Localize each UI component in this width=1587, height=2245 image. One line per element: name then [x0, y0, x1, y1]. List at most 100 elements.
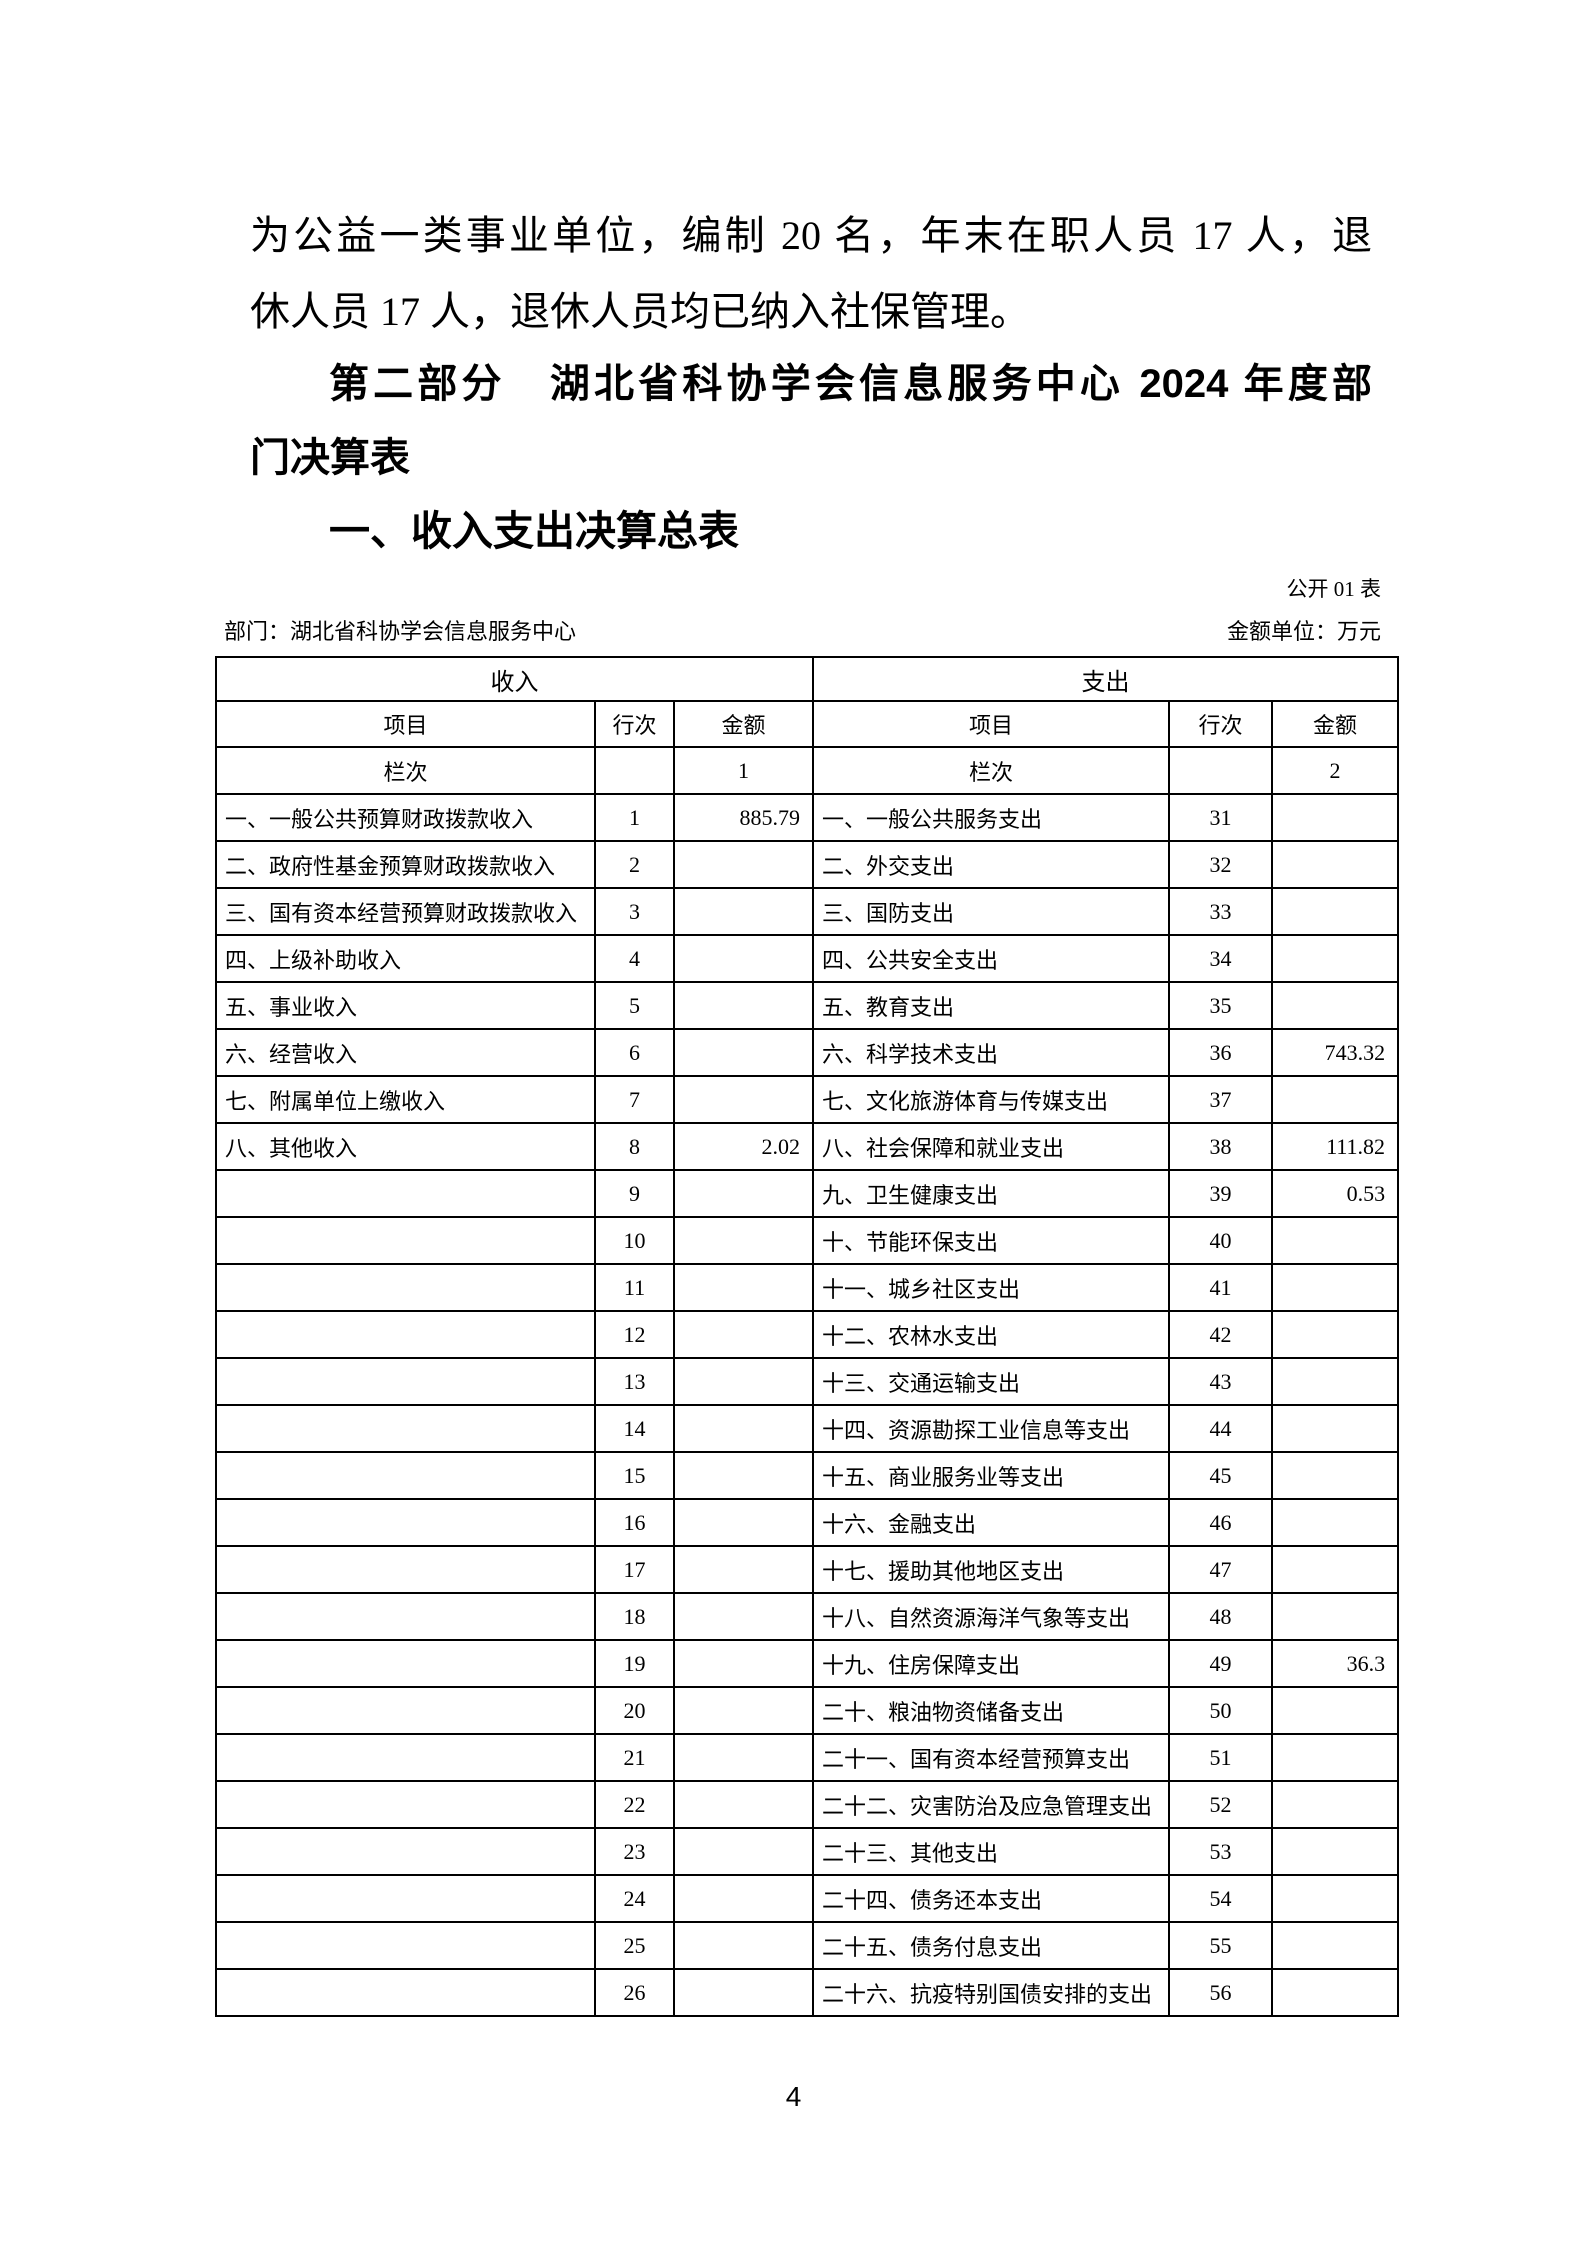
expense-line-cell: 49 [1168, 1639, 1274, 1688]
income-line-cell: 11 [594, 1263, 675, 1312]
income-item-cell: 八、其他收入 [215, 1122, 596, 1171]
expense-item-cell: 十二、农林水支出 [812, 1310, 1171, 1359]
table-code-label: 公开 01 表 [1286, 577, 1382, 601]
expense-line-cell: 47 [1168, 1545, 1274, 1594]
expense-item-cell: 四、公共安全支出 [812, 934, 1171, 983]
table-row: 14 十四、资源勘探工业信息等支出 44 [215, 1404, 1400, 1453]
income-amount-cell [672, 840, 815, 889]
table-row: 四、上级补助收入 4 四、公共安全支出 34 [215, 934, 1400, 983]
expense-line-cell: 41 [1168, 1263, 1274, 1312]
expense-line-cell: 35 [1168, 981, 1274, 1030]
expense-line-cell: 32 [1168, 840, 1274, 889]
table-row: 20 二十、粮油物资储备支出 50 [215, 1686, 1400, 1735]
section-heading-line-1: 第二部分 湖北省科协学会信息服务中心 2024 年度部 [329, 362, 1372, 406]
income-line-column-header: 行次 [594, 700, 675, 748]
income-amount-cell [672, 1639, 815, 1688]
income-line-cell: 19 [594, 1639, 675, 1688]
expense-line-cell: 44 [1168, 1404, 1274, 1453]
expense-item-column-header: 项目 [812, 700, 1171, 748]
expense-line-cell: 34 [1168, 934, 1274, 983]
income-amount-cell [672, 1827, 815, 1876]
expense-line-cell: 40 [1168, 1216, 1274, 1265]
expense-line-cell: 38 [1168, 1122, 1274, 1171]
expense-amount-cell: 743.32 [1271, 1028, 1400, 1077]
income-line-cell: 26 [594, 1968, 675, 2017]
expense-amount-cell [1271, 981, 1400, 1030]
table-row: 18 十八、自然资源海洋气象等支出 48 [215, 1592, 1400, 1641]
income-amount-cell [672, 1075, 815, 1124]
expense-item-cell: 十四、资源勘探工业信息等支出 [812, 1404, 1171, 1453]
income-line-cell: 21 [594, 1733, 675, 1782]
income-amount-cell [672, 1592, 815, 1641]
table-row: 9 九、卫生健康支出 39 0.53 [215, 1169, 1400, 1218]
income-line-cell: 3 [594, 887, 675, 936]
table-row: 二、政府性基金预算财政拨款收入 2 二、外交支出 32 [215, 840, 1400, 889]
expense-line-cell: 37 [1168, 1075, 1274, 1124]
table-row: 12 十二、农林水支出 42 [215, 1310, 1400, 1359]
expense-line-cell: 56 [1168, 1968, 1274, 2017]
income-line-cell: 13 [594, 1357, 675, 1406]
income-line-cell: 25 [594, 1921, 675, 1970]
income-item-cell: 二、政府性基金预算财政拨款收入 [215, 840, 596, 889]
expense-line-cell: 53 [1168, 1827, 1274, 1876]
income-amount-cell [672, 934, 815, 983]
expense-line-cell: 45 [1168, 1451, 1274, 1500]
expense-amount-cell [1271, 887, 1400, 936]
table-row: 13 十三、交通运输支出 43 [215, 1357, 1400, 1406]
expense-item-cell: 九、卫生健康支出 [812, 1169, 1171, 1218]
expense-amount-cell [1271, 793, 1400, 842]
expense-line-cell: 46 [1168, 1498, 1274, 1547]
expense-item-cell: 十八、自然资源海洋气象等支出 [812, 1592, 1171, 1641]
table-row: 11 十一、城乡社区支出 41 [215, 1263, 1400, 1312]
income-line-cell: 17 [594, 1545, 675, 1594]
income-item-cell: 六、经营收入 [215, 1028, 596, 1077]
income-item-cell: 四、上级补助收入 [215, 934, 596, 983]
column-header-row: 项目 行次 金额 项目 行次 金额 [215, 700, 1400, 748]
income-item-cell [215, 1216, 596, 1265]
expense-amount-cell [1271, 840, 1400, 889]
expense-line-cell: 31 [1168, 793, 1274, 842]
income-item-cell [215, 1780, 596, 1829]
table-row: 16 十六、金融支出 46 [215, 1498, 1400, 1547]
income-amount-cell [672, 1968, 815, 2017]
income-item-cell [215, 1968, 596, 2017]
income-item-cell [215, 1263, 596, 1312]
income-item-cell [215, 1592, 596, 1641]
expense-item-cell: 五、教育支出 [812, 981, 1171, 1030]
income-item-cell [215, 1169, 596, 1218]
income-item-cell: 五、事业收入 [215, 981, 596, 1030]
income-section-header: 收入 [214, 656, 815, 702]
expense-lanci-label: 栏次 [812, 746, 1171, 795]
expense-line-cell: 50 [1168, 1686, 1274, 1735]
income-line-cell: 16 [594, 1498, 675, 1547]
expense-item-cell: 十三、交通运输支出 [812, 1357, 1171, 1406]
body-paragraph-line-2: 休人员 17 人，退休人员均已纳入社保管理。 [250, 289, 1030, 334]
expense-line-cell: 48 [1168, 1592, 1274, 1641]
income-amount-cell [672, 1310, 815, 1359]
income-line-cell: 23 [594, 1827, 675, 1876]
table-row: 15 十五、商业服务业等支出 45 [215, 1451, 1400, 1500]
income-item-cell [215, 1874, 596, 1923]
expense-item-cell: 二十四、债务还本支出 [812, 1874, 1171, 1923]
income-amount-cell [672, 1404, 815, 1453]
table-row: 25 二十五、债务付息支出 55 [215, 1921, 1400, 1970]
income-amount-cell [672, 1780, 815, 1829]
expense-amount-cell [1271, 1874, 1400, 1923]
income-line-cell: 2 [594, 840, 675, 889]
expense-line-cell: 54 [1168, 1874, 1274, 1923]
expense-line-cell: 51 [1168, 1733, 1274, 1782]
income-line-cell: 9 [594, 1169, 675, 1218]
table-row: 10 十、节能环保支出 40 [215, 1216, 1400, 1265]
expense-line-cell: 55 [1168, 1921, 1274, 1970]
expense-amount-cell: 36.3 [1271, 1639, 1400, 1688]
expense-item-cell: 七、文化旅游体育与传媒支出 [812, 1075, 1171, 1124]
table-title: 一、收入支出决算总表 [329, 508, 739, 554]
section-header-row: 收入 支出 [214, 656, 1400, 702]
income-amount-cell [672, 1921, 815, 1970]
table-row: 23 二十三、其他支出 53 [215, 1827, 1400, 1876]
income-amount-cell [672, 1216, 815, 1265]
expense-amount-cell [1271, 1357, 1400, 1406]
income-amount-cell [672, 1169, 815, 1218]
expense-item-cell: 三、国防支出 [812, 887, 1171, 936]
table-row: 21 二十一、国有资本经营预算支出 51 [215, 1733, 1400, 1782]
